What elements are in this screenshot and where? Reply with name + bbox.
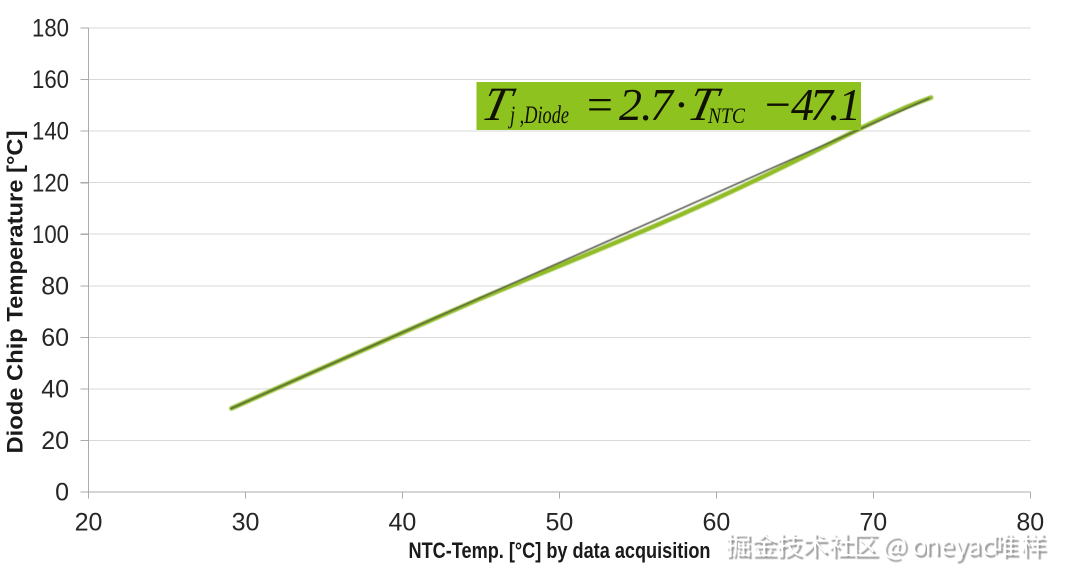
svg-text:·: · — [675, 79, 687, 130]
svg-text:40: 40 — [41, 376, 69, 404]
svg-text:120: 120 — [32, 169, 69, 197]
svg-text:NTC-Temp. [°C] by data acquisi: NTC-Temp. [°C] by data acquisition — [409, 538, 711, 563]
svg-text:=: = — [584, 79, 615, 130]
svg-text:180: 180 — [32, 15, 69, 43]
svg-text:j ,Diode: j ,Diode — [508, 102, 569, 129]
svg-text:160: 160 — [32, 66, 69, 94]
svg-text:NTC: NTC — [707, 103, 745, 128]
svg-text:0: 0 — [55, 479, 69, 507]
svg-text:20: 20 — [41, 427, 69, 455]
svg-text:30: 30 — [232, 509, 260, 537]
svg-text:40: 40 — [388, 509, 416, 537]
svg-text:70: 70 — [859, 509, 887, 537]
svg-text:50: 50 — [545, 509, 573, 537]
svg-text:60: 60 — [41, 324, 69, 352]
svg-text:20: 20 — [75, 509, 103, 537]
svg-text:80: 80 — [1016, 509, 1044, 537]
svg-text:7: 7 — [810, 79, 835, 130]
svg-text:2: 2 — [619, 79, 642, 130]
svg-text:.: . — [641, 79, 653, 130]
svg-text:7: 7 — [650, 79, 675, 130]
svg-text:4: 4 — [791, 79, 814, 130]
svg-text:.: . — [829, 79, 841, 130]
svg-text:60: 60 — [702, 509, 730, 537]
svg-text:1: 1 — [838, 79, 861, 130]
svg-text:80: 80 — [41, 272, 69, 300]
svg-text:100: 100 — [32, 221, 69, 249]
svg-text:140: 140 — [32, 118, 69, 146]
svg-text:−: − — [762, 79, 793, 130]
svg-text:Diode Chip Temperature [°C]: Diode Chip Temperature [°C] — [3, 131, 28, 454]
